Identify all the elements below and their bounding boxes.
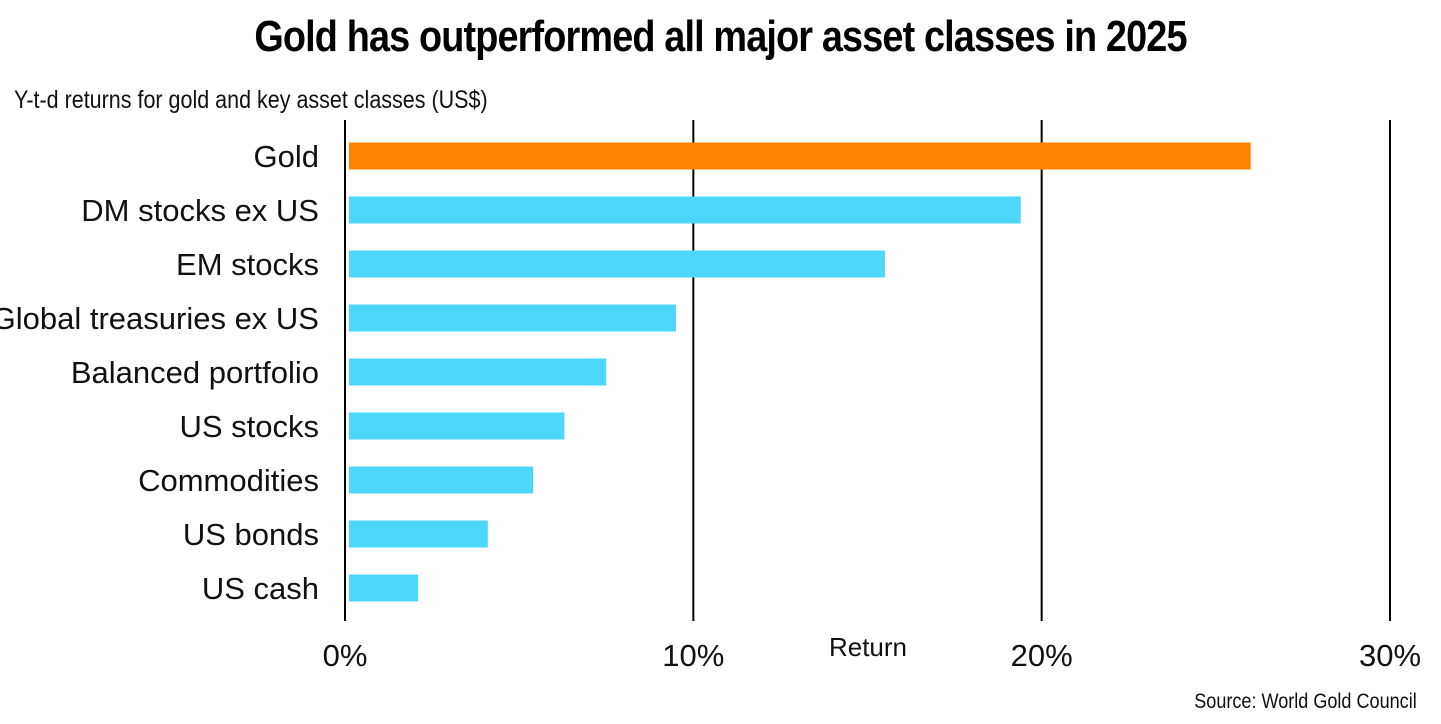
category-label: Balanced portfolio: [71, 355, 319, 390]
bar-commodities: [349, 466, 534, 494]
bar-global-treasuries-ex-us: [349, 304, 676, 332]
x-tick-label: 20%: [1011, 638, 1073, 673]
bar-gold: [349, 142, 1251, 170]
category-label: US stocks: [179, 409, 319, 444]
chart-title: Gold has outperformed all major asset cl…: [254, 12, 1187, 61]
category-label: Global treasuries ex US: [0, 301, 319, 336]
bar-us-stocks: [349, 412, 565, 440]
x-tick-labels: 0% 10% 20% 30%: [323, 638, 1421, 673]
bar-balanced-portfolio: [349, 358, 607, 386]
x-tick-label: 10%: [662, 638, 724, 673]
gridlines: [344, 120, 1391, 621]
category-label: DM stocks ex US: [81, 193, 319, 228]
category-label: EM stocks: [176, 247, 319, 282]
bars: [349, 142, 1251, 602]
x-tick-label: 30%: [1359, 638, 1421, 673]
chart-source: Source: World Gold Council: [1194, 690, 1417, 713]
category-label: Commodities: [138, 463, 319, 498]
category-labels: Gold DM stocks ex US EM stocks Global treas…: [0, 139, 319, 606]
chart-subtitle: Y-t-d returns for gold and key asset cla…: [14, 86, 488, 114]
category-label: US cash: [202, 571, 319, 606]
bar-em-stocks: [349, 250, 885, 278]
bar-dm-stocks-ex-us: [349, 196, 1021, 224]
category-label: US bonds: [183, 517, 319, 552]
bar-us-bonds: [349, 520, 488, 548]
bar-us-cash: [349, 574, 419, 602]
category-label: Gold: [254, 139, 319, 174]
x-axis-title: Return: [829, 632, 907, 662]
x-tick-label: 0%: [323, 638, 368, 673]
